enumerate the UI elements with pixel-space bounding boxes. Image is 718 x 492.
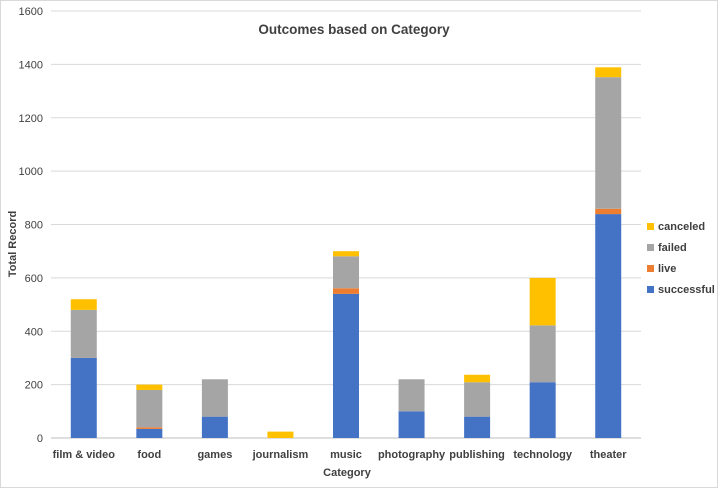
x-tick-label: games [197,449,232,461]
x-tick-label: technology [513,449,573,461]
y-tick-label: 400 [25,326,43,338]
bar-failed [201,379,228,417]
bar-live [595,208,622,215]
bar-successful [201,416,228,438]
y-tick-label: 1600 [19,6,43,18]
x-axis-label: Category [323,467,372,479]
bar-canceled [595,67,622,78]
legend-swatch-failed [647,244,654,251]
chart-title: Outcomes based on Category [258,22,450,37]
legend-label-successful: successful [658,284,715,296]
y-tick-labels: 0 200 400 600 800 1000 1200 1400 1600 [19,6,43,445]
bar-successful [333,293,359,438]
legend-swatch-successful [647,286,654,293]
legend-swatch-canceled [647,223,654,230]
bar-successful [70,357,97,438]
bar-canceled [70,299,97,310]
bar-failed [333,256,359,289]
y-tick-label: 800 [25,220,43,232]
legend-label-live: live [658,263,676,275]
bar-failed [464,382,491,417]
bar-canceled [136,384,163,390]
y-axis-label: Total Record [7,211,19,277]
x-tick-label: music [330,449,362,461]
x-tick-label: film & video [53,449,116,461]
bar-successful [464,416,491,438]
bar-live [136,427,163,429]
x-tick-label: photography [378,449,446,461]
bar-successful [398,411,425,438]
bar-canceled [267,431,294,438]
bar-failed [398,379,425,412]
legend-label-failed: failed [658,242,687,254]
legend: canceled failed live successful [647,221,715,296]
bar-failed [595,77,622,209]
y-tick-label: 600 [25,273,43,285]
bar-successful [529,382,556,438]
bar-canceled [333,251,359,257]
legend-label-canceled: canceled [658,221,705,233]
x-tick-labels: film & video food games journalism music phot… [53,449,628,461]
x-tick-label: journalism [252,449,309,461]
x-tick-label: theater [590,449,627,461]
bar-failed [136,389,163,428]
bar-successful [595,214,622,438]
bar-canceled [529,277,556,326]
y-tick-label: 1400 [19,59,43,71]
bars [70,67,622,438]
x-tick-label: publishing [449,449,505,461]
bar-failed [70,309,97,358]
y-tick-label: 200 [25,380,43,392]
legend-swatch-live [647,265,654,272]
bar-failed [529,325,556,383]
y-tick-label: 1200 [19,113,43,125]
y-tick-label: 1000 [19,166,43,178]
y-tick-label: 0 [37,433,43,445]
x-tick-label: food [137,449,161,461]
bar-live [333,288,359,294]
bar-successful [136,428,163,438]
bar-canceled [464,374,491,383]
